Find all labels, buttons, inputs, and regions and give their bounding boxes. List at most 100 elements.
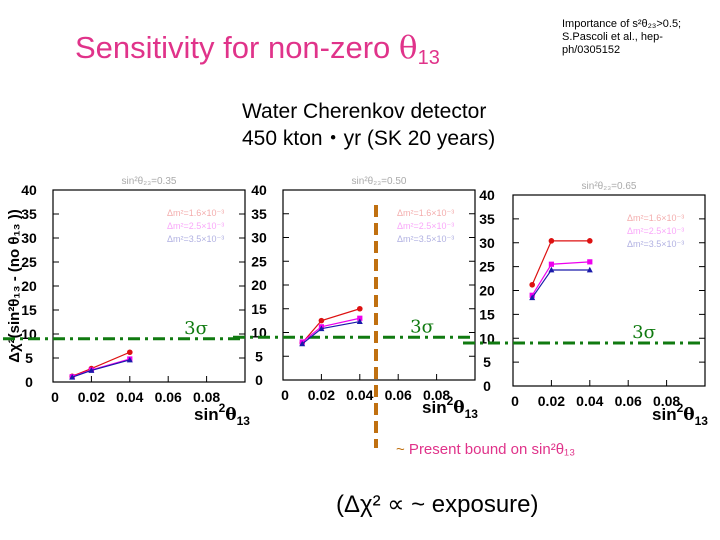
y-tick-label: 35 (21, 206, 37, 222)
data-point (356, 318, 363, 324)
reference-line-3: ph/0305152 (562, 44, 621, 56)
x-tick-label: 0.02 (308, 387, 335, 403)
y-tick-label: 30 (21, 230, 37, 246)
reference-note: Importance of s²θ₂₃>0.5; S.Pascoli et al… (562, 18, 712, 57)
x-tick-label: 0.08 (193, 389, 220, 405)
data-point (88, 367, 95, 373)
x-tick-label: 0.08 (423, 387, 450, 403)
x-axis-label-part: sin (652, 405, 677, 424)
y-tick-label: 20 (251, 277, 267, 293)
x-tick-label: 0.06 (615, 393, 642, 409)
x-axis-label-part: 13 (465, 407, 479, 421)
y-tick-label: 40 (479, 187, 495, 203)
title-theta-symbol: θ (398, 30, 418, 66)
x-axis-label: sin2θ13 (652, 401, 708, 428)
title-subscript: 13 (417, 47, 440, 69)
legend-entry: Δm²=3.5×10⁻³ (397, 234, 454, 244)
data-point (318, 317, 325, 324)
bound-label-text: Present bound on sin²θ₁₃ (404, 441, 576, 458)
page-title: Sensitivity for non-zero θ13 (75, 30, 440, 69)
legend-entry: Δm²=1.6×10⁻³ (627, 213, 684, 223)
chart-header: sin²θ₂₃=0.35 (122, 176, 177, 187)
legend-entry: Δm²=2.5×10⁻³ (397, 221, 454, 231)
y-tick-label: 30 (479, 235, 495, 251)
x-axis-label-part: θ (225, 405, 236, 425)
x-axis-label-part: θ (453, 398, 464, 418)
y-tick-label: 15 (479, 306, 495, 322)
data-point (548, 238, 555, 244)
threshold-3-sigma-label: 3σ (184, 318, 208, 339)
x-tick-label: 0.04 (576, 393, 603, 409)
chart-header: sin²θ₂₃=0.65 (582, 181, 637, 192)
x-axis-label: sin2θ13 (422, 394, 478, 421)
x-tick-label: 0.02 (538, 393, 565, 409)
chart-header: sin²θ₂₃=0.50 (352, 176, 407, 187)
series-line (531, 261, 590, 296)
plot-frame (52, 189, 246, 383)
present-bound-label: ~ Present bound on sin²θ₁₃ (396, 441, 575, 458)
plot-frame (512, 194, 706, 387)
series-line (71, 351, 131, 377)
x-tick-label: 0.08 (653, 393, 680, 409)
plot-frame (282, 189, 476, 381)
x-tick-label: 0.04 (116, 389, 143, 405)
legend-entry: Δm²=1.6×10⁻³ (167, 208, 224, 218)
bound-tilde-symbol: ~ (396, 441, 405, 458)
data-point (587, 259, 593, 265)
y-tick-label: 0 (25, 374, 33, 390)
x-axis-label-part: sin (422, 398, 447, 417)
legend-entry: Δm²=2.5×10⁻³ (167, 221, 224, 231)
series-line (531, 269, 590, 299)
y-tick-label: 15 (21, 302, 37, 318)
data-point (587, 238, 593, 244)
y-tick-label: 35 (251, 206, 267, 222)
y-tick-label: 5 (25, 350, 33, 366)
series-line (72, 359, 130, 378)
data-point (357, 315, 363, 321)
legend-entry: Δm²=1.6×10⁻³ (397, 208, 454, 218)
legend-entry: Δm²=3.5×10⁻³ (627, 239, 684, 249)
data-point (548, 261, 554, 267)
y-tick-label: 25 (479, 259, 495, 275)
y-tick-label: 30 (251, 230, 267, 246)
threshold-3-sigma-label: 3σ (410, 316, 434, 337)
y-tick-label: 15 (251, 301, 267, 317)
exposure-note: (Δχ² ∝ ~ exposure) (336, 491, 539, 518)
data-point (127, 349, 133, 356)
detector-description: Water Cherenkov detector 450 kton・yr (SK… (242, 98, 495, 152)
y-tick-label: 20 (21, 278, 37, 294)
x-axis-label-part: sin (194, 405, 219, 424)
x-tick-label: 0 (511, 393, 519, 409)
legend-entry: Δm²=3.5×10⁻³ (167, 234, 224, 244)
data-point (529, 281, 535, 288)
data-point (357, 305, 363, 312)
x-tick-label: 0.04 (346, 387, 373, 403)
data-point (548, 266, 555, 273)
data-point (529, 294, 536, 301)
x-axis-label-part: θ (683, 405, 694, 425)
threshold-3-sigma-label: 3σ (632, 322, 656, 343)
y-tick-label: 5 (255, 348, 263, 364)
reference-line-2: S.Pascoli et al., hep- (562, 31, 663, 43)
y-tick-label: 25 (251, 253, 267, 269)
x-axis-label-part: 13 (237, 414, 251, 428)
detector-line-2: 450 kton・yr (SK 20 years) (242, 127, 496, 150)
x-tick-label: 0 (51, 389, 59, 405)
data-point (586, 266, 593, 273)
x-axis-label-part: 2 (219, 401, 226, 415)
y-tick-label: 25 (21, 254, 37, 270)
y-tick-label: 40 (21, 182, 37, 198)
x-tick-label: 0 (281, 387, 289, 403)
x-tick-label: 0.06 (155, 389, 182, 405)
y-tick-label: 40 (251, 182, 267, 198)
y-tick-label: 0 (255, 372, 263, 388)
reference-line-1: Importance of s²θ₂₃>0.5; (562, 18, 682, 30)
x-axis-label-part: 13 (695, 414, 709, 428)
y-tick-label: 0 (483, 378, 491, 394)
data-point (126, 356, 133, 363)
legend-entry: Δm²=2.5×10⁻³ (627, 226, 684, 236)
detector-line-1: Water Cherenkov detector (242, 100, 487, 123)
